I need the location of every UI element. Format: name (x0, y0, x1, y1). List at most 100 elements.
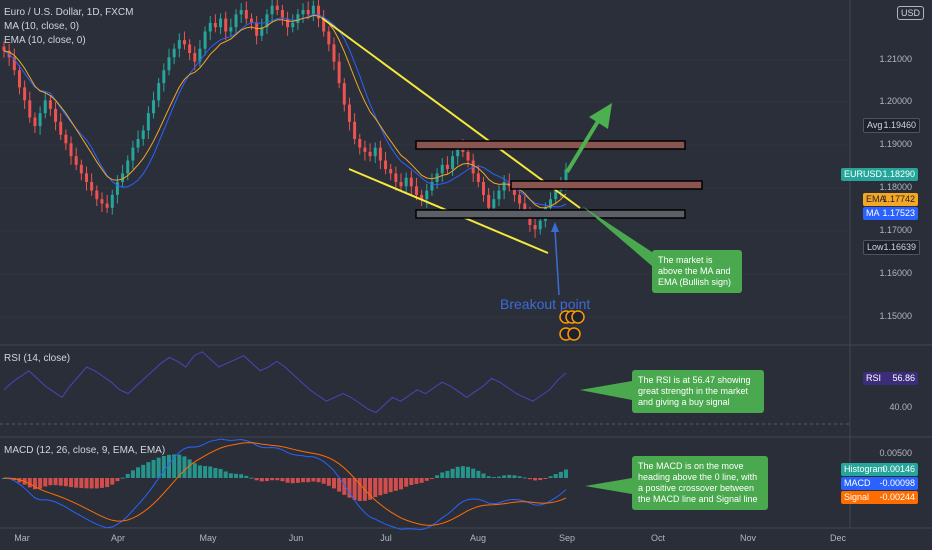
macd-histogram-bar (496, 476, 501, 478)
price-tick: 1.15000 (879, 311, 912, 321)
candle-body (275, 5, 279, 10)
macd-histogram (2, 454, 568, 502)
candle-body (121, 173, 125, 182)
macd-histogram-bar (399, 478, 404, 490)
candle-body (394, 173, 398, 182)
mid-zone (510, 180, 703, 190)
macd-title[interactable]: MACD (12, 26, close, 9, EMA, EMA) (4, 445, 166, 456)
macd-histogram-bar (32, 478, 37, 490)
price-tick: 1.21000 (879, 54, 912, 64)
candle-body (280, 10, 284, 19)
macd-histogram-bar (326, 478, 331, 486)
macd-histogram-bar (373, 478, 378, 498)
bullish-arrow-head (589, 103, 612, 129)
macd-histogram-bar (445, 470, 450, 478)
macd-histogram-bar (414, 478, 419, 484)
macd-histogram-bar (239, 474, 244, 478)
candle-body (373, 147, 377, 157)
macd-histogram-bar (342, 478, 347, 495)
macd-histogram-bar (130, 470, 135, 478)
candle-body (172, 48, 176, 58)
macd-histogram-bar (450, 468, 455, 478)
macd-histogram-bar (125, 473, 130, 478)
macd-histogram-bar (435, 475, 440, 478)
x-axis-label: Nov (739, 533, 757, 543)
macd-histogram-bar (53, 478, 58, 486)
candle-body (549, 199, 553, 208)
macd-histogram-bar (218, 468, 223, 478)
macd-histogram-bar (527, 478, 532, 480)
candle-body (404, 177, 408, 187)
candle-body (456, 147, 460, 157)
candle-body (342, 83, 346, 105)
macd-histogram-bar (404, 478, 409, 487)
macd-histogram-bar (553, 474, 558, 478)
macd-histogram-bar (203, 466, 208, 478)
macd-histogram-bar (424, 478, 429, 481)
macd-histogram-bar (471, 468, 476, 478)
candle-body (430, 182, 434, 191)
candle-body (152, 100, 156, 114)
upper-trendline (321, 17, 581, 209)
candle-body (84, 173, 88, 182)
candle-body (59, 121, 63, 135)
signal-marker: Signal -0.00244 (841, 491, 918, 504)
macd-histogram-bar (99, 478, 104, 488)
macd-histogram-bar (331, 478, 336, 489)
macd-note-pointer (585, 478, 632, 494)
x-axis-label: Jul (380, 533, 392, 543)
macd-histogram-bar (110, 478, 115, 485)
candle-body (538, 220, 542, 230)
avg-marker: Avg 1.19460 (863, 118, 920, 133)
candle-body (208, 22, 212, 32)
candle-body (17, 70, 21, 88)
candle-body (54, 108, 58, 122)
candle-body (260, 27, 264, 36)
macd-histogram-bar (94, 478, 99, 489)
macd-histogram-bar (208, 466, 213, 478)
candle-body (110, 194, 114, 208)
breakout-arrow (554, 229, 560, 296)
macd-histogram-bar (440, 472, 445, 478)
macd-histogram-bar (481, 473, 486, 478)
macd-histogram-bar (486, 476, 491, 478)
candle-body (451, 156, 455, 170)
ema-legend[interactable]: EMA (10, close, 0) (4, 35, 86, 46)
symbol-title[interactable]: Euro / U.S. Dollar, 1D, FXCM (4, 7, 134, 18)
macd-histogram-bar (192, 463, 197, 478)
candle-body (48, 100, 52, 109)
rsi-note-pointer (580, 381, 632, 400)
ma-marker: MA 1.17523 (863, 207, 918, 220)
candle-body (131, 147, 135, 161)
macd-histogram-bar (466, 466, 471, 478)
candle-body (337, 61, 341, 84)
macd-marker: MACD -0.00098 (841, 477, 918, 490)
candle-body (332, 44, 336, 62)
price-tick: 1.20000 (879, 96, 912, 106)
macd-histogram-bar (522, 477, 527, 479)
candle-body (384, 160, 388, 170)
macd-histogram-bar (63, 478, 68, 487)
candle-body (224, 18, 228, 32)
rsi-title[interactable]: RSI (14, close) (4, 353, 71, 364)
macd-histogram-bar (254, 478, 259, 481)
ma-legend[interactable]: MA (10, close, 0) (4, 21, 80, 32)
x-axis-label: Apr (110, 533, 126, 543)
macd-histogram-bar (533, 478, 538, 481)
x-axis-label: Sep (558, 533, 576, 543)
x-axis-label: Aug (469, 533, 487, 543)
candle-body (69, 143, 73, 157)
support-zone (415, 209, 686, 219)
candle-body (420, 194, 424, 200)
candle-body (296, 14, 300, 23)
rsi-line (3, 351, 567, 414)
currency-button[interactable]: USD (896, 6, 924, 20)
candle-body (95, 190, 99, 200)
candle-body (136, 139, 140, 148)
macd-histogram-bar (321, 478, 326, 484)
news-event-icons[interactable] (559, 310, 585, 341)
ema-line (3, 14, 567, 209)
macd-histogram-bar (455, 466, 460, 478)
candle-body (79, 164, 83, 174)
